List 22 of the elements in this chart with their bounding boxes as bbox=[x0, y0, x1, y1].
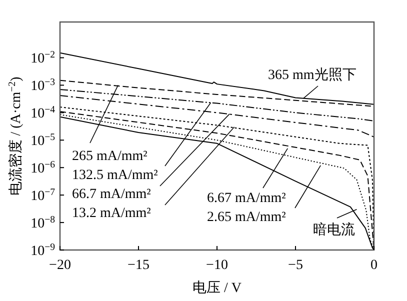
y-tick-label: 10$^{−4}$ bbox=[30, 104, 56, 122]
annotation: 265 mA/mm² bbox=[72, 149, 148, 164]
x-tick-label: −15 bbox=[128, 258, 150, 273]
x-tick-label: −10 bbox=[206, 258, 228, 273]
annotation: 365 mm光照下 bbox=[268, 67, 356, 83]
annotation: 66.7 mA/mm² bbox=[72, 187, 151, 202]
annotation: 2.65 mA/mm² bbox=[207, 210, 286, 225]
x-tick-label: −5 bbox=[288, 258, 303, 273]
x-tick-label: 0 bbox=[370, 258, 378, 273]
y-tick-label: 10$^{−9}$ bbox=[30, 242, 56, 259]
y-tick-label: 10$^{−6}$ bbox=[30, 159, 56, 177]
annotation: 132.5 mA/mm² bbox=[72, 168, 158, 183]
x-tick-label: −20 bbox=[49, 258, 71, 273]
annotation: 暗电流 bbox=[313, 222, 355, 238]
annotation: 6.67 mA/mm² bbox=[207, 191, 286, 206]
x-axis-title: 电压 / V bbox=[192, 280, 242, 296]
y-tick-label: 10$^{−5}$ bbox=[30, 132, 56, 150]
y-tick-label: 10$^{−3}$ bbox=[30, 76, 56, 94]
y-tick-label: 10$^{−7}$ bbox=[30, 186, 56, 204]
y-tick-label: 10$^{−2}$ bbox=[30, 49, 56, 67]
annotation: 13.2 mA/mm² bbox=[72, 206, 151, 221]
y-tick-label: 10$^{−8}$ bbox=[30, 214, 56, 232]
